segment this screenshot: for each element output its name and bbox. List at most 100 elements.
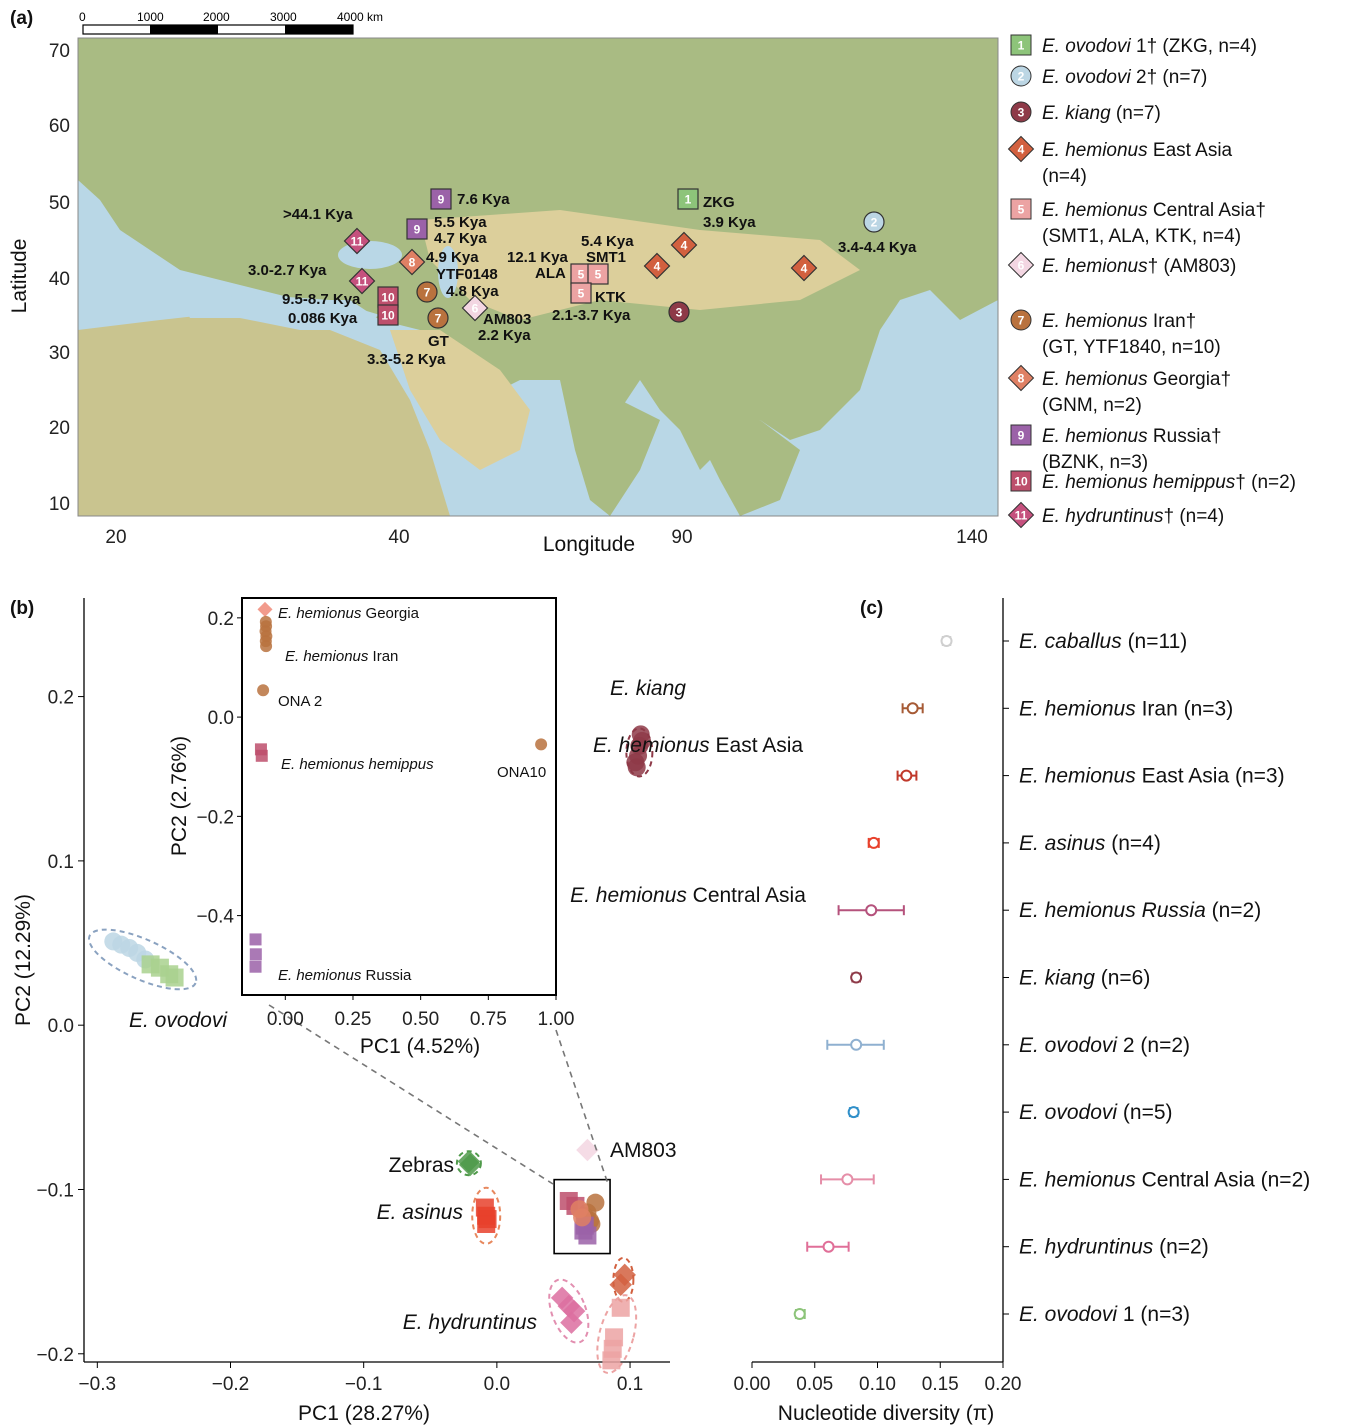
map-site-number: 5 [595,268,602,282]
map-site-number: 8 [409,256,416,270]
scale-tick: 2000 [203,10,230,24]
scale-tick: 4000 km [337,10,383,24]
inset-group-label: E. hemionus Georgia [278,605,420,622]
pca-point [611,1298,630,1317]
inset-point [260,640,273,653]
legend-marker-number: 3 [1018,106,1025,120]
map-site-label: KTK [595,289,626,306]
pca-xtick-label: 0.0 [484,1374,510,1395]
map-site-label: 5.4 Kya [581,233,634,250]
legend-label: E. kiang (n=7) [1042,103,1161,124]
legend-label: E. hemionus Russia† [1042,426,1222,447]
map-site-marker [863,211,885,233]
map-xtick: 140 [956,527,988,548]
map-site-marker [587,263,609,285]
div-point [793,1308,806,1320]
map-area: 20 40 90 140 70 60 50 40 30 20 10 Longit… [8,37,999,556]
map-site-number: 3 [676,306,683,320]
map-site-label: 2.1-3.7 Kya [552,307,631,324]
inset-point [257,601,273,617]
inset-group-label: E. hemionus Russia [278,967,412,984]
pca-ytick-label: −0.2 [36,1345,74,1366]
map-site-marker [643,252,671,280]
panel-label-c: (c) [860,598,883,619]
legend-marker [1010,101,1032,123]
pca-ytick-label: 0.1 [48,852,74,873]
pca-point [165,968,184,987]
map-ytick: 10 [49,494,70,515]
pca-ytick-label: 0.0 [48,1016,74,1037]
div-row-label: E. kiang (n=6) [1019,967,1150,990]
inset-point [535,738,548,751]
map-black-sea [338,241,402,269]
legend-label: E. hemionus Georgia† [1042,369,1231,390]
map-site-marker [416,281,438,303]
pca-group-label: E. ovodovi [129,1009,228,1032]
map-site-label: 2.2 Kya [478,327,531,344]
map-site-label: ZKG [703,194,735,211]
div-point [847,1106,860,1119]
legend-label: E. hemionus Iran† [1042,311,1196,332]
legend-marker-number: 10 [1014,475,1028,489]
map-xtick: 90 [671,527,692,548]
legend-marker [1007,135,1035,163]
map-site-number: 11 [356,275,369,289]
pca-ytick-label: −0.1 [36,1180,74,1201]
map-site-label: 3.4-4.4 Kya [838,239,917,256]
map-site-label: 12.1 Kya [507,249,569,266]
map-site-label: >44.1 Kya [283,206,353,223]
pca-group-ellipse [625,727,654,778]
map-site-number: 6 [472,302,479,316]
pca-xlabel: PC1 (28.27%) [298,1402,430,1425]
map-site-marker [398,248,426,276]
pca-group-ellipse [471,1186,502,1245]
pca-group-label: E. kiang [610,677,686,700]
pca-group-ellipse [548,1278,590,1344]
pca-group-ellipse [596,1294,638,1374]
div-row-label: E. ovodovi (n=5) [1019,1101,1173,1124]
div-point [906,702,919,715]
pca-point [478,1210,497,1229]
legend-label: E. hemionus East Asia [1042,140,1233,161]
div-point [841,1173,854,1186]
pca-point [609,1273,632,1297]
pca-ytick-label: 0.2 [48,688,74,709]
map-site-label: 5.5 Kya [434,214,487,231]
map-site-label: 4.7 Kya [434,230,487,247]
inset-xtick-label: 0.00 [267,1009,304,1030]
legend-marker [1010,470,1032,492]
scale-tick: 0 [79,10,86,24]
legend-marker [1010,198,1032,220]
map-site-number: 7 [424,286,431,300]
inset-point [249,960,262,973]
div-row-label: E. asinus (n=4) [1019,832,1161,855]
map-site-number: 4 [681,239,688,253]
pca-xtick-label: −0.3 [79,1374,117,1395]
pca-point [576,1138,599,1162]
map-site-number: 10 [381,309,395,323]
inset-xtick-label: 0.75 [470,1009,507,1030]
inset-ytick-label: −0.4 [196,907,234,928]
div-point [940,635,953,647]
map-site-number: 11 [351,235,364,249]
map-site-number: 5 [578,268,585,282]
div-point [850,971,863,984]
inset-ytick-label: −0.2 [196,807,234,828]
map-site-number: 1 [685,193,692,207]
pca-point [633,731,652,750]
map-site-marker [570,282,592,304]
map-site-number: 10 [381,291,395,305]
legend-marker-number: 11 [1015,509,1028,523]
inset-point [257,684,270,697]
legend-label-line2: (GNM, n=2) [1042,395,1142,416]
map-site-label: YTF0148 [436,266,498,283]
map-mediterranean [180,295,380,330]
map-site-marker [348,267,376,295]
diversity-plot: 0.00 0.05 0.10 0.15 0.20 Nucleotide diversity… [734,598,1310,1425]
map-sites: 1 ZKG 3.9 Kya 2 3.4-4.4 Kya 3 4 4 4 5 ALA 5 5.4 KyaS… [248,188,917,368]
legend-label: E. hemionus† (AM803) [1042,256,1236,277]
pca-group-label: E. hydruntinus [403,1311,538,1334]
inset-ytick-label: 0.0 [208,708,234,729]
